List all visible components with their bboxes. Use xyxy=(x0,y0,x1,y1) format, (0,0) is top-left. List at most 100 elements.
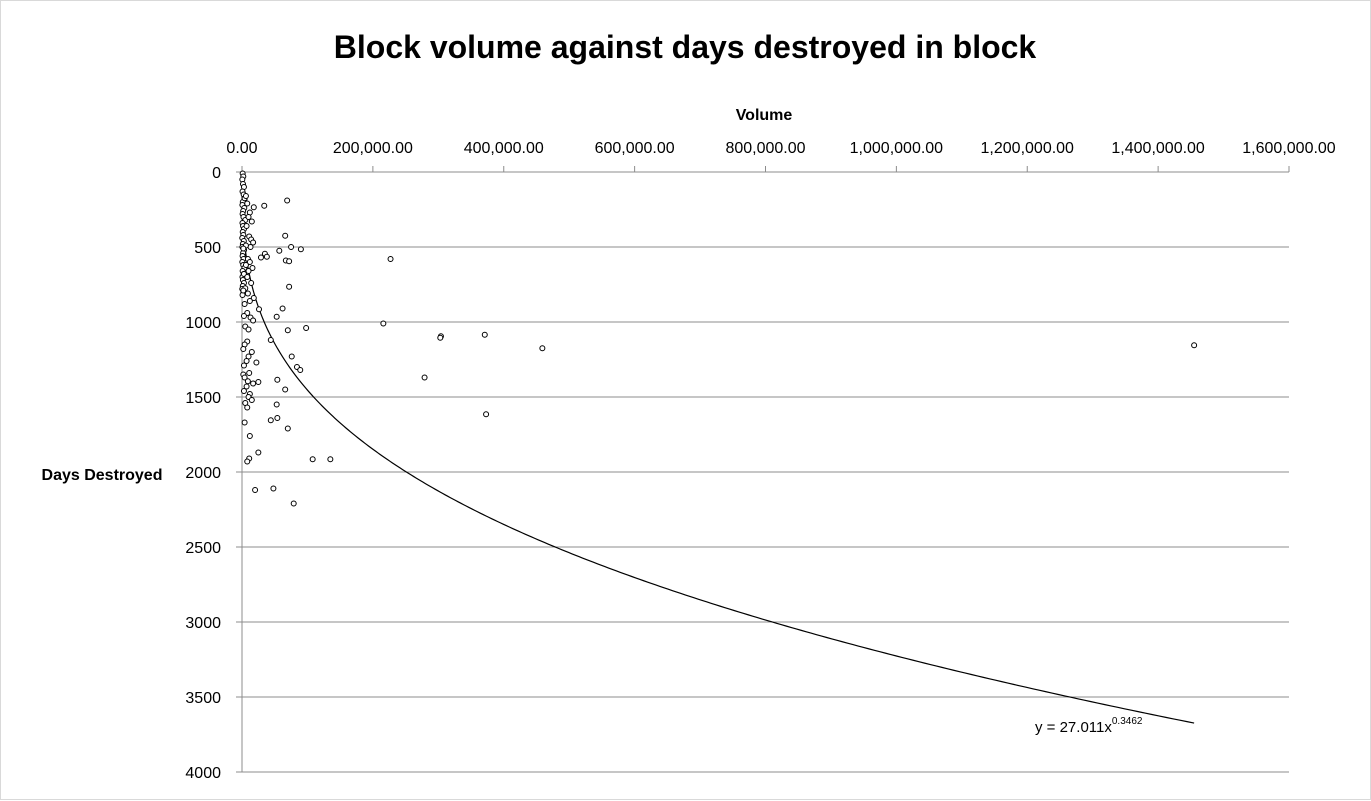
data-point xyxy=(245,326,252,333)
data-point xyxy=(240,346,247,352)
data-point xyxy=(243,383,250,390)
x-tick-label: 1,400,000.00 xyxy=(1111,140,1205,157)
x-tick-label: 0.00 xyxy=(226,140,257,157)
data-point xyxy=(387,256,394,262)
data-point xyxy=(253,359,260,366)
data-point xyxy=(437,334,444,341)
data-point xyxy=(256,306,263,313)
data-point xyxy=(240,245,247,252)
data-point xyxy=(255,449,262,456)
data-point xyxy=(297,246,304,253)
data-point xyxy=(297,367,304,373)
y-axis-title: Days Destroyed xyxy=(42,467,163,484)
x-tick-label: 200,000.00 xyxy=(333,140,413,157)
data-point xyxy=(273,401,280,408)
data-point xyxy=(246,370,253,376)
chart-title: Block volume against days destroyed in b… xyxy=(334,29,1037,65)
data-point xyxy=(284,327,291,334)
data-point xyxy=(288,353,295,360)
data-point xyxy=(244,274,251,280)
data-point xyxy=(243,223,250,229)
trendline-equation-base: y = 27.011x xyxy=(1035,719,1112,736)
data-point xyxy=(481,331,488,338)
data-point xyxy=(240,313,247,319)
data-point xyxy=(421,374,428,381)
y-tick-label: 3000 xyxy=(185,615,221,632)
y-tick-label: 4000 xyxy=(185,765,221,782)
x-tick-label: 1,200,000.00 xyxy=(981,140,1075,157)
x-axis-title: Volume xyxy=(736,107,793,124)
axes: 0 500 1000 1500 2000 2500 3000 3500 4000 0.00 200,… xyxy=(185,140,1335,782)
data-point xyxy=(282,386,289,393)
trendline-equation: y = 27.011x0.3462 xyxy=(1035,716,1143,736)
x-tick-label: 1,000,000.00 xyxy=(850,140,944,157)
data-point xyxy=(279,305,286,312)
data-point xyxy=(242,193,249,199)
data-point xyxy=(250,239,257,246)
data-point xyxy=(284,197,291,204)
data-point xyxy=(273,313,280,320)
data-point xyxy=(263,253,270,260)
y-tick-label: 500 xyxy=(194,240,221,257)
x-tick-label: 400,000.00 xyxy=(464,140,544,157)
data-point xyxy=(241,301,248,307)
data-point xyxy=(248,349,255,355)
data-point xyxy=(244,200,251,207)
data-point xyxy=(246,298,253,304)
data-point xyxy=(246,433,253,439)
data-point xyxy=(248,397,255,403)
data-point xyxy=(327,456,334,463)
data-point xyxy=(241,374,248,381)
data-point xyxy=(309,456,316,463)
data-point xyxy=(261,202,268,209)
data-points xyxy=(239,170,1198,507)
data-point xyxy=(249,265,256,271)
data-point xyxy=(282,232,289,239)
data-point xyxy=(240,287,247,294)
data-point xyxy=(274,376,281,383)
data-point xyxy=(270,485,277,492)
data-point xyxy=(244,290,251,297)
data-point xyxy=(245,268,252,274)
data-point xyxy=(243,358,250,364)
gridlines xyxy=(242,246,1289,773)
data-point xyxy=(267,417,274,424)
data-point xyxy=(250,317,257,324)
data-point xyxy=(276,247,283,254)
data-point xyxy=(539,345,546,352)
data-point xyxy=(288,244,295,250)
data-point xyxy=(244,458,251,465)
data-point xyxy=(284,425,291,432)
data-point xyxy=(242,262,249,268)
data-point xyxy=(380,320,387,327)
data-point xyxy=(257,254,264,261)
y-tick-label: 1000 xyxy=(185,315,221,332)
data-point xyxy=(286,283,293,290)
data-point xyxy=(248,280,255,286)
y-tick-label: 2000 xyxy=(185,465,221,482)
y-tick-label: 0 xyxy=(212,165,221,182)
data-point xyxy=(248,218,255,225)
data-point xyxy=(241,419,248,426)
data-point xyxy=(246,259,253,265)
data-point xyxy=(240,362,247,369)
data-point xyxy=(244,404,251,411)
data-point xyxy=(303,325,310,331)
data-point xyxy=(250,295,257,301)
data-point xyxy=(274,415,281,421)
x-tick-label: 600,000.00 xyxy=(595,140,675,157)
data-point xyxy=(483,411,490,418)
data-point xyxy=(244,378,251,385)
y-tick-label: 2500 xyxy=(185,540,221,557)
data-point xyxy=(240,388,247,394)
y-tick-label: 3500 xyxy=(185,690,221,707)
data-point xyxy=(267,337,274,343)
data-point xyxy=(250,204,257,211)
data-point xyxy=(286,258,293,265)
data-point xyxy=(252,487,259,493)
data-point xyxy=(255,379,262,385)
y-tick-label: 1500 xyxy=(185,390,221,407)
